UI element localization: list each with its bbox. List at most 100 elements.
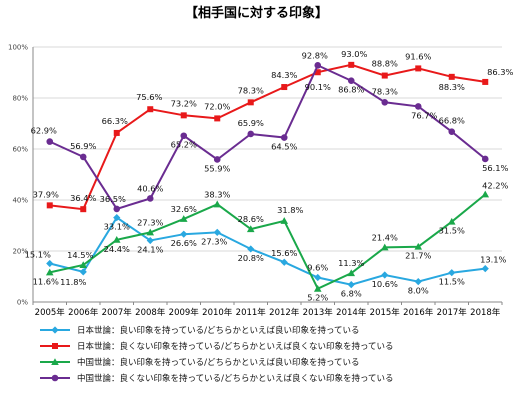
x-tick-label: 2010年 xyxy=(202,307,233,318)
data-point xyxy=(46,138,54,145)
data-point xyxy=(180,132,188,140)
data-point xyxy=(280,134,288,141)
data-point xyxy=(79,153,87,161)
data-point xyxy=(247,245,255,253)
legend-entry-1: 日本世論：良い印象を持っている/どちらかといえば良い印象を持っている xyxy=(40,325,360,336)
data-label: 8.0% xyxy=(408,286,429,296)
series-line xyxy=(49,64,486,211)
data-label: 27.3% xyxy=(137,217,163,227)
data-label: 88.3% xyxy=(439,82,465,92)
data-point xyxy=(46,259,54,268)
data-point xyxy=(246,225,255,233)
data-point xyxy=(146,228,155,236)
data-label: 86.3% xyxy=(487,67,513,77)
y-tick-label: 40% xyxy=(12,197,28,205)
x-tick-label: 2015年 xyxy=(370,307,401,318)
data-label: 27.3% xyxy=(201,236,227,246)
data-point xyxy=(147,106,154,113)
data-label: 56.1% xyxy=(482,163,508,173)
data-label: 65.9% xyxy=(238,118,264,128)
data-label: 24.4% xyxy=(104,244,130,254)
data-point xyxy=(214,115,221,122)
x-tick-label: 2005年 xyxy=(35,307,66,318)
data-point xyxy=(213,228,221,236)
data-point xyxy=(448,73,455,80)
x-tick-label: 2013年 xyxy=(303,307,334,318)
data-label: 66.3% xyxy=(102,116,128,126)
x-tick-label: 2009年 xyxy=(169,307,200,318)
data-labels: 15.1% 11.8% 33.1% 24.1% 26.6% 27.3% 20.8% 15.6%… xyxy=(25,49,513,303)
series-3 xyxy=(45,190,490,292)
grid-lines xyxy=(33,46,502,303)
data-label: 75.6% xyxy=(136,92,162,102)
x-tick-label: 2008年 xyxy=(135,307,166,318)
data-point xyxy=(51,326,59,334)
data-point xyxy=(481,155,489,163)
data-point xyxy=(347,269,356,277)
data-label: 21.4% xyxy=(372,232,398,242)
data-label: 15.1% xyxy=(25,249,51,259)
data-point xyxy=(381,72,388,79)
data-point xyxy=(380,243,389,251)
data-point xyxy=(448,269,456,277)
series-4 xyxy=(46,62,489,213)
data-label: 55.9% xyxy=(204,163,230,173)
data-point xyxy=(280,217,289,224)
data-point xyxy=(46,202,53,209)
data-label: 56.9% xyxy=(70,141,96,151)
x-tick-label: 2016年 xyxy=(403,307,434,318)
data-point xyxy=(52,343,58,349)
data-point xyxy=(45,268,54,276)
data-point xyxy=(313,284,322,292)
legend-entry-4: 中国世論：良くない印象を持っている/どちらかといえば良くない印象を持っている xyxy=(40,373,394,384)
data-label: 93.0% xyxy=(341,49,367,59)
y-tick-label: 0% xyxy=(17,299,28,307)
data-point xyxy=(112,235,121,243)
data-point xyxy=(347,77,355,84)
data-point xyxy=(348,61,355,68)
data-label: 72.0% xyxy=(204,101,230,111)
data-label: 62.9% xyxy=(31,126,57,136)
data-label: 42.2% xyxy=(482,180,508,190)
data-label: 76.7% xyxy=(411,110,437,120)
data-label: 14.5% xyxy=(67,250,93,260)
data-label: 36.5% xyxy=(100,194,126,204)
data-label: 32.6% xyxy=(171,204,197,214)
series-1 xyxy=(46,213,489,289)
data-label: 11.5% xyxy=(439,277,465,287)
data-label: 31.5% xyxy=(439,226,465,236)
x-tick-label: 2007年 xyxy=(102,307,133,318)
axes: 0%20%40%60%80%100%2005年 2006年 2007年 2008年 20… xyxy=(8,44,503,318)
data-point xyxy=(482,78,489,85)
data-point xyxy=(280,258,288,266)
x-tick-label: 2006年 xyxy=(68,307,99,318)
data-point xyxy=(314,273,322,282)
data-label: 73.2% xyxy=(171,98,197,108)
data-point xyxy=(113,205,121,213)
data-label: 11.8% xyxy=(60,277,86,287)
data-label: 40.6% xyxy=(137,183,163,193)
data-label: 38.3% xyxy=(204,189,230,199)
data-label: 88.8% xyxy=(372,59,398,69)
data-point xyxy=(146,236,154,245)
data-label: 91.6% xyxy=(405,51,431,61)
data-point xyxy=(79,268,87,276)
x-tick-label: 2018年 xyxy=(470,307,501,318)
data-label: 65.2% xyxy=(171,140,197,150)
series-lines xyxy=(45,61,490,292)
legend-entry-3: 中国世論：良い印象を持っている/どちらかといえば良い印象を持っている xyxy=(40,357,360,368)
data-point xyxy=(414,278,422,286)
data-point xyxy=(347,281,355,289)
data-point xyxy=(314,62,322,69)
data-label: 92.8% xyxy=(302,50,328,60)
data-point xyxy=(448,128,456,135)
y-tick-label: 20% xyxy=(12,248,28,256)
data-label: 26.6% xyxy=(171,238,197,248)
data-label: 36.4% xyxy=(70,193,96,203)
series-line xyxy=(49,193,486,291)
series-2 xyxy=(46,61,489,213)
legend-label: 中国世論：良い印象を持っている/どちらかといえば良い印象を持っている xyxy=(77,357,360,368)
data-label: 31.8% xyxy=(277,205,303,215)
series-line xyxy=(49,216,486,286)
